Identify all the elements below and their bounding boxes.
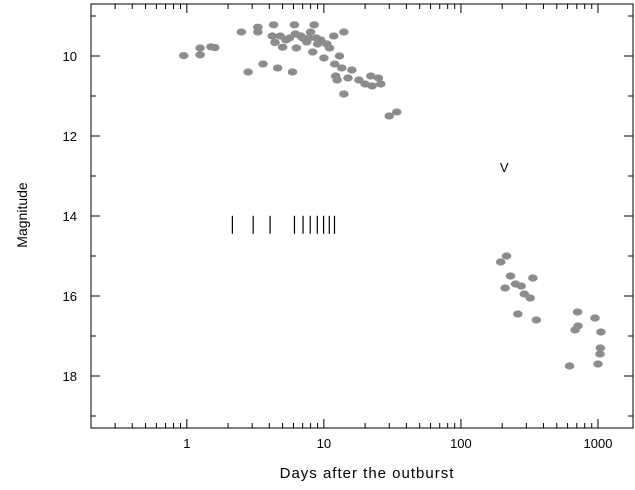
data-point <box>334 52 345 60</box>
data-point <box>270 38 280 47</box>
data-point <box>328 32 339 40</box>
data-point <box>367 82 377 90</box>
data-point <box>329 60 340 68</box>
data-point <box>243 68 253 76</box>
data-point <box>513 310 523 318</box>
plot-frame <box>90 3 634 429</box>
x-tick-label: 1000 <box>584 436 613 451</box>
data-point <box>258 60 268 68</box>
data-point <box>595 350 605 358</box>
data-point <box>305 28 316 36</box>
y-tick-label: 18 <box>63 369 77 384</box>
data-point <box>195 44 205 52</box>
y-axis-label: Magnitude <box>14 182 30 248</box>
data-point <box>391 108 402 116</box>
data-point <box>373 74 384 82</box>
data-point <box>366 72 376 80</box>
data-point <box>596 328 606 336</box>
data-point <box>209 44 220 52</box>
y-tick-label: 14 <box>63 209 77 224</box>
x-tick-label: 100 <box>450 436 472 451</box>
data-point <box>500 284 510 292</box>
y-tick-label: 16 <box>63 289 77 304</box>
y-tick-label: 10 <box>63 49 77 64</box>
data-point <box>525 294 535 302</box>
y-tick-label: 12 <box>63 129 77 144</box>
data-point <box>595 344 606 352</box>
data-point <box>505 272 516 280</box>
data-point <box>564 362 575 370</box>
data-point <box>590 314 600 322</box>
data-point <box>528 274 538 282</box>
plot-axes: 1 10 100 1000 10 12 14 16 18 <box>63 3 634 451</box>
data-point <box>291 44 302 52</box>
x-tick-label: 10 <box>317 436 331 451</box>
data-point <box>289 21 300 29</box>
data-point <box>195 51 205 59</box>
data-point <box>375 80 386 88</box>
data-point <box>339 28 349 36</box>
data-point <box>332 76 342 84</box>
data-points-layer <box>178 21 606 370</box>
data-point <box>531 316 542 324</box>
data-point <box>236 28 247 36</box>
x-axis-label: Days after the outburst <box>280 465 455 482</box>
data-point <box>347 66 357 74</box>
data-point <box>267 32 278 40</box>
data-point <box>253 28 263 36</box>
data-point <box>272 64 283 72</box>
data-point <box>307 48 318 56</box>
annotation-layer: V <box>231 160 509 234</box>
data-point <box>593 360 603 368</box>
data-point <box>495 258 506 266</box>
data-point <box>319 54 329 62</box>
data-point <box>501 252 512 260</box>
data-point <box>304 34 314 42</box>
data-point <box>336 64 347 72</box>
data-point <box>573 322 583 330</box>
data-point <box>354 76 364 84</box>
data-point <box>309 21 319 29</box>
v-marker-label: V <box>500 160 509 175</box>
data-point <box>339 90 349 98</box>
data-point <box>343 74 353 82</box>
data-point <box>268 21 279 29</box>
data-point <box>287 68 298 76</box>
data-point <box>178 52 189 60</box>
data-point <box>572 308 583 316</box>
data-point <box>516 282 526 290</box>
data-point <box>384 112 395 120</box>
data-point <box>324 44 335 52</box>
x-tick-label: 1 <box>183 436 190 451</box>
data-point <box>277 43 288 51</box>
